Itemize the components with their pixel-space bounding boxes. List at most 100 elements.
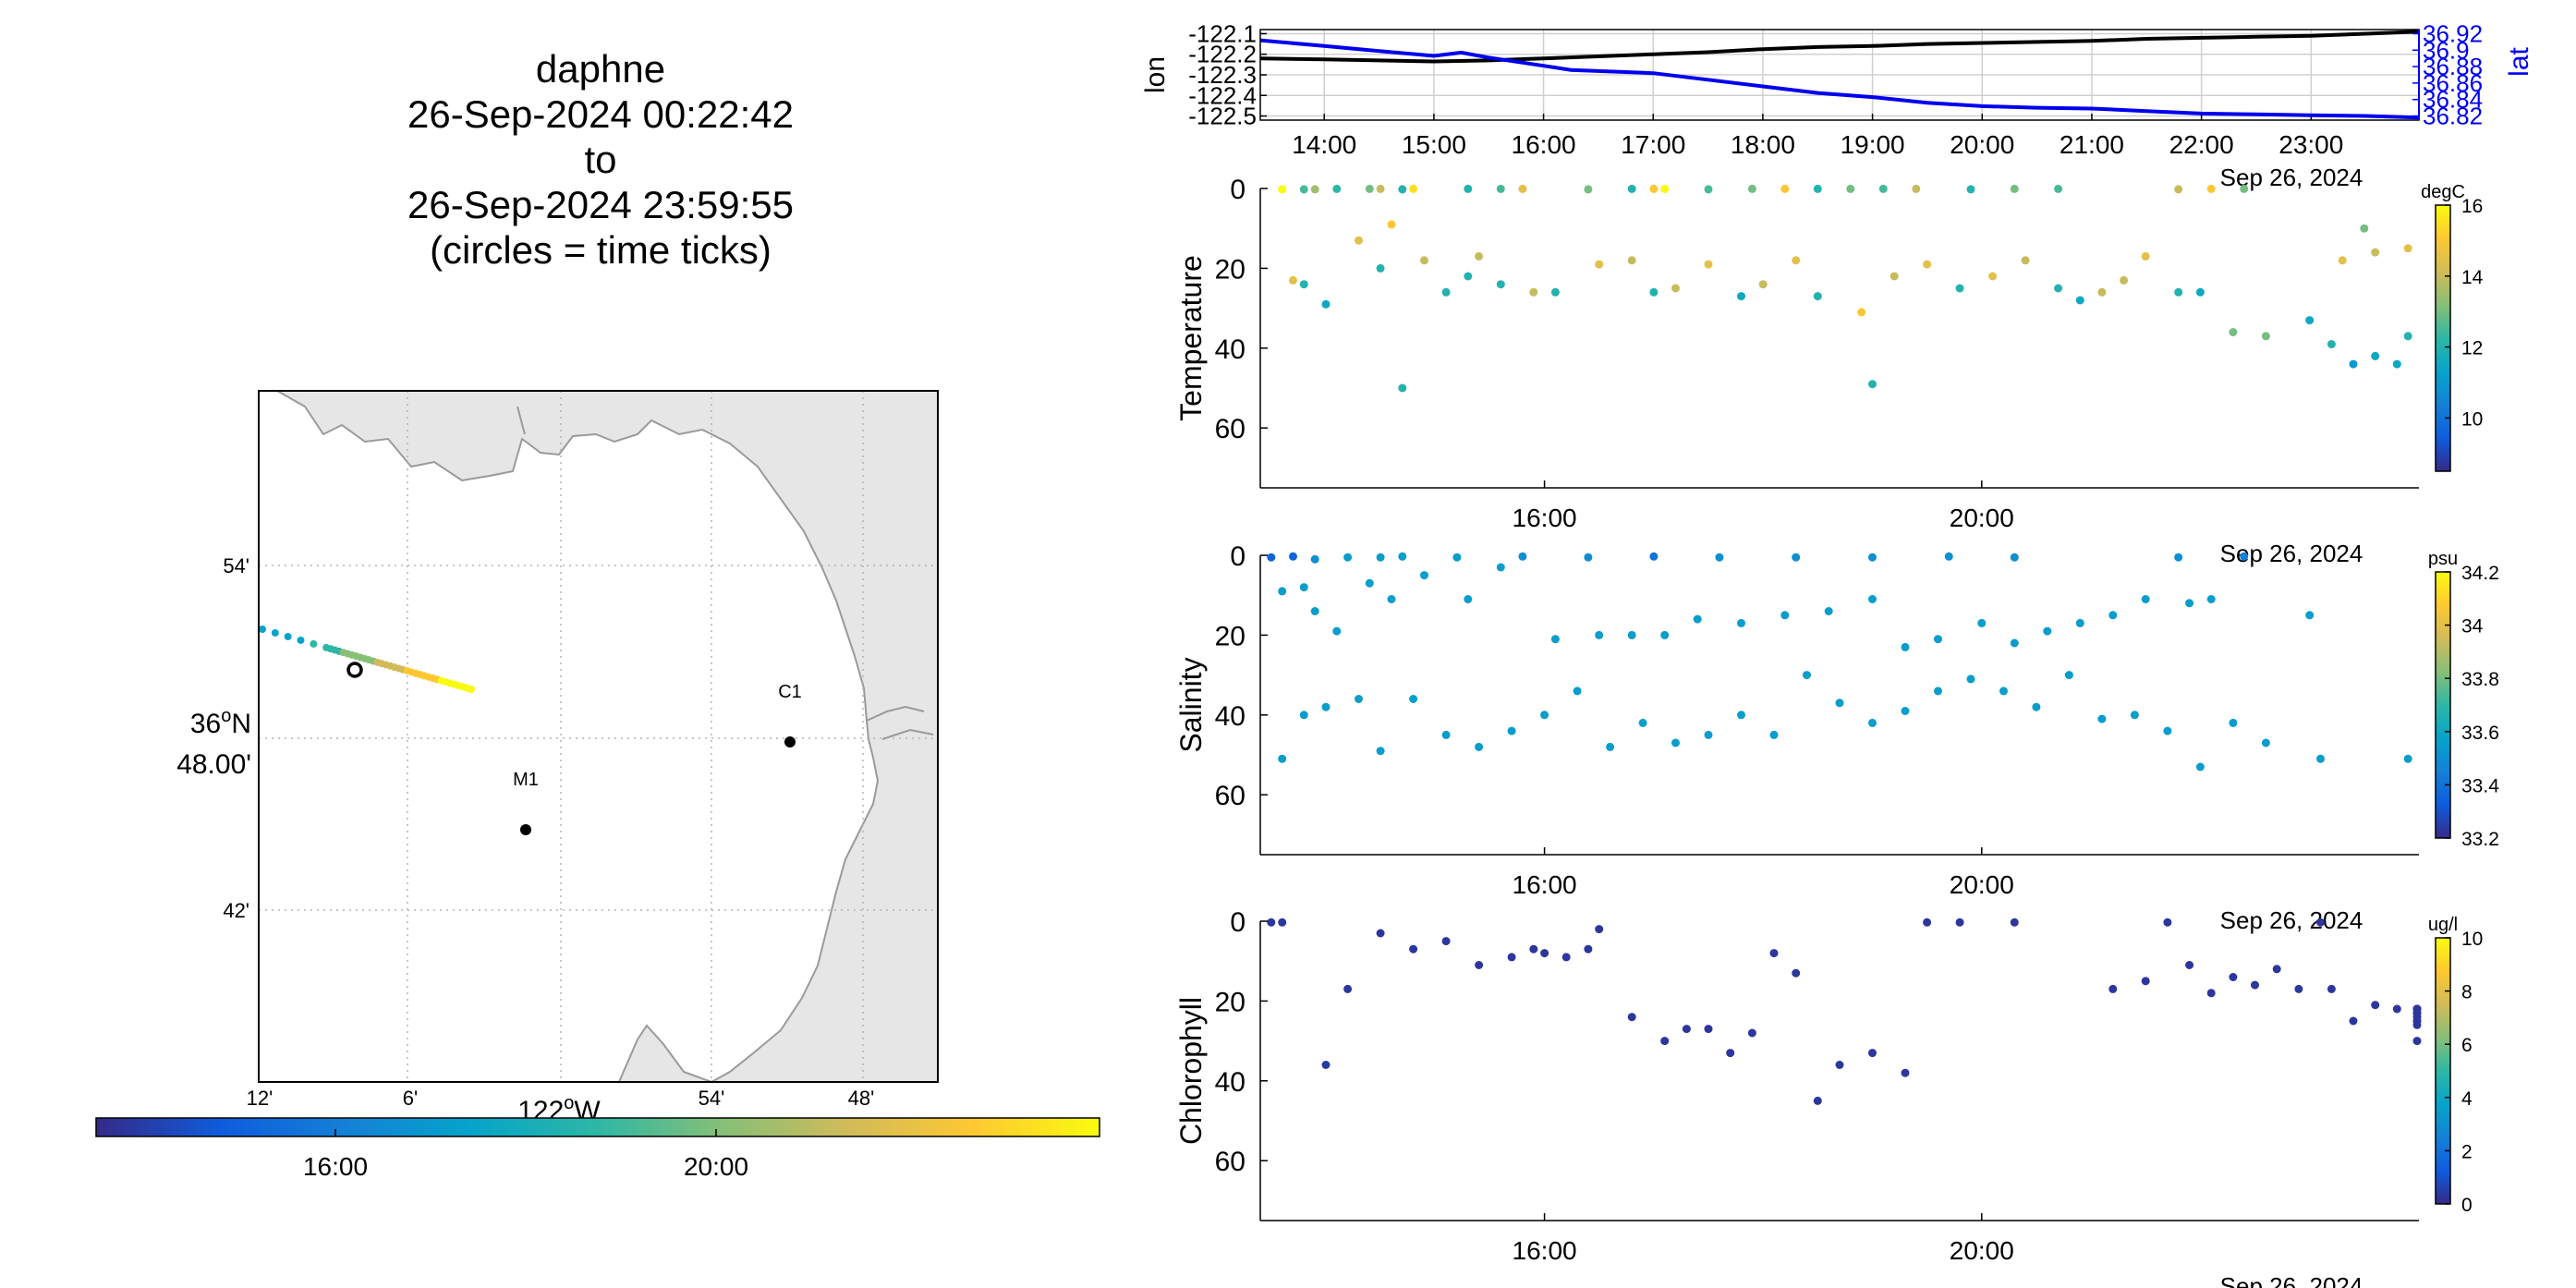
temperature-point — [1409, 184, 1418, 193]
temperature-xtick-label: 20:00 — [1950, 504, 2014, 532]
salinity-point — [1934, 687, 1942, 696]
chlorophyll-point — [2349, 1016, 2358, 1026]
chlorophyll-point — [1529, 944, 1538, 954]
chlorophyll-point — [1595, 925, 1604, 934]
map-lon-tick: 48' — [848, 1087, 875, 1110]
track-point — [259, 626, 266, 633]
salinity-point — [2403, 754, 2412, 763]
salinity-point — [1365, 578, 1374, 588]
chlorophyll-point — [1660, 1037, 1670, 1046]
chlorophyll-point — [1747, 1028, 1756, 1038]
track-xtick-label: 17:00 — [1621, 130, 1685, 159]
salinity-point — [1573, 687, 1582, 696]
chlorophyll-point — [1321, 1061, 1331, 1069]
chlorophyll-point — [2412, 1037, 2422, 1046]
lon-series-line — [1259, 30, 2420, 64]
chlorophyll-colorbar-label: 10 — [2461, 929, 2483, 950]
temperature-point — [1584, 185, 1593, 194]
track-xtick-label: 21:00 — [2060, 130, 2124, 159]
track-xtick-label: 19:00 — [1841, 130, 1905, 159]
salinity-point — [1321, 702, 1331, 711]
temperature-point — [1496, 280, 1505, 289]
lat-series-line — [1259, 38, 2420, 120]
salinity-point — [1310, 554, 1319, 564]
temperature-point — [1737, 292, 1745, 301]
temperature-point — [2305, 316, 2315, 325]
temperature-point — [1704, 260, 1713, 269]
chlorophyll-point — [1267, 917, 1276, 927]
salinity-point — [1343, 553, 1353, 562]
temperature-xtick-label: 16:00 — [1513, 504, 1577, 532]
salinity-point — [1934, 635, 1942, 644]
temperature-point — [1376, 184, 1385, 193]
temperature-point — [1627, 184, 1636, 193]
temperature-colorbar-label: 12 — [2461, 338, 2483, 359]
temperature-point — [2327, 340, 2336, 348]
mooring-marker — [520, 824, 531, 835]
salinity-point — [1868, 595, 1877, 603]
chlorophyll-point — [1627, 1013, 1636, 1022]
chlorophyll-point — [1682, 1025, 1691, 1034]
salinity-point — [2075, 618, 2084, 627]
temperature-point — [2195, 287, 2205, 297]
salinity-point — [1977, 618, 1987, 627]
temperature-colorbar — [2435, 204, 2451, 472]
temperature-point — [1365, 184, 1374, 193]
map-lon-tick: 6' — [403, 1087, 418, 1110]
temperature-colorbar-label: 10 — [2461, 408, 2483, 430]
salinity-point — [1441, 730, 1451, 739]
chlorophyll-point — [2251, 980, 2259, 990]
temperature-point — [1857, 308, 1866, 317]
chlorophyll-colorbar-label: 2 — [2461, 1141, 2473, 1162]
temperature-point — [1310, 185, 1319, 194]
temperature-point — [2360, 224, 2369, 233]
chlorophyll-colorbar-label: 4 — [2461, 1088, 2473, 1110]
chlorophyll-point — [1704, 1025, 1713, 1034]
map-lon-tick: 12' — [247, 1087, 273, 1110]
temperature-point — [2371, 248, 2380, 257]
salinity-point — [1638, 718, 1647, 727]
salinity-point — [1901, 642, 1910, 651]
track-xtick-label: 14:00 — [1292, 130, 1356, 159]
temperature-point — [1496, 184, 1505, 193]
salinity-point — [2130, 711, 2139, 720]
degree-sup: o — [221, 706, 231, 726]
salinity-date-label: Sep 26, 2024 — [2220, 906, 2363, 934]
chlorophyll-point — [2141, 977, 2150, 986]
salinity-point — [1737, 711, 1745, 720]
salinity-colorbar — [2435, 571, 2451, 839]
mooring-marker — [784, 736, 796, 747]
salinity-point — [1267, 553, 1276, 562]
salinity-ylabel: Salinity — [1174, 657, 1208, 752]
chlorophyll-point — [1441, 937, 1451, 946]
chlorophyll-colorbar-units: ug/l — [2428, 915, 2458, 935]
lon-tick-label: -122.4 — [1188, 81, 1257, 109]
lat-tick-label: 36.88 — [2423, 53, 2483, 80]
salinity-point — [1824, 607, 1833, 615]
temperature-point — [1649, 184, 1659, 193]
lat-tick-label: 36.92 — [2423, 19, 2483, 47]
chlorophyll-point — [1409, 944, 1418, 954]
plot-title: daphne 26-Sep-2024 00:22:42 to 26-Sep-20… — [314, 46, 887, 273]
salinity-point — [1387, 595, 1396, 603]
temperature-point — [2174, 185, 2183, 194]
salinity-point — [1278, 587, 1287, 596]
salinity-point — [2261, 738, 2270, 747]
mooring-label: C1 — [778, 682, 802, 702]
salinity-point — [1649, 552, 1659, 561]
temperature-point — [1704, 185, 1713, 194]
chlorophyll-point — [1561, 953, 1571, 962]
temperature-point — [1518, 184, 1527, 193]
salinity-point — [2108, 611, 2118, 620]
chlorophyll-point — [2327, 984, 2336, 993]
salinity-point — [1868, 718, 1877, 727]
temperature-point — [2174, 287, 2183, 297]
chlorophyll-point — [1507, 953, 1516, 962]
salinity-point — [2097, 714, 2107, 723]
temperature-point — [2075, 296, 2084, 305]
chlorophyll-point — [1584, 944, 1593, 954]
chlorophyll-ytick-label: 60 — [1215, 1147, 1245, 1177]
temperature-point — [1299, 280, 1308, 289]
time-colorbar-bar — [95, 1117, 1100, 1137]
salinity-colorbar-label: 33.6 — [2461, 723, 2499, 744]
